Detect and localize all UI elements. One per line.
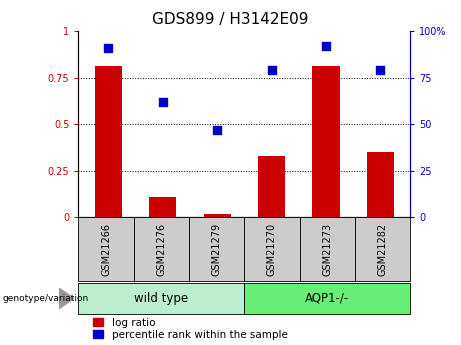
- Text: GSM21282: GSM21282: [378, 223, 388, 276]
- Point: [322, 43, 330, 49]
- Text: GSM21279: GSM21279: [212, 223, 222, 276]
- Bar: [78, 283, 244, 314]
- Point: [377, 67, 384, 73]
- Text: GSM21276: GSM21276: [156, 223, 166, 276]
- Text: GSM21266: GSM21266: [101, 223, 111, 276]
- Bar: [244, 283, 410, 314]
- Bar: [244, 217, 300, 281]
- Bar: [258, 156, 285, 217]
- Bar: [95, 67, 122, 217]
- Bar: [134, 217, 189, 281]
- Legend: log ratio, percentile rank within the sample: log ratio, percentile rank within the sa…: [93, 318, 287, 340]
- Point: [105, 45, 112, 51]
- Polygon shape: [59, 288, 74, 309]
- Bar: [203, 214, 230, 217]
- Point: [213, 127, 221, 132]
- Bar: [300, 217, 355, 281]
- Bar: [355, 217, 410, 281]
- Bar: [78, 217, 134, 281]
- Point: [268, 67, 275, 73]
- Text: GSM21270: GSM21270: [267, 223, 277, 276]
- Text: GSM21273: GSM21273: [322, 223, 332, 276]
- Bar: [367, 152, 394, 217]
- Bar: [149, 197, 176, 217]
- Text: GDS899 / H3142E09: GDS899 / H3142E09: [152, 12, 309, 27]
- Text: AQP1-/-: AQP1-/-: [305, 292, 349, 305]
- Bar: [189, 217, 244, 281]
- Bar: [313, 67, 340, 217]
- Text: wild type: wild type: [134, 292, 189, 305]
- Text: genotype/variation: genotype/variation: [2, 294, 89, 303]
- Point: [159, 99, 166, 105]
